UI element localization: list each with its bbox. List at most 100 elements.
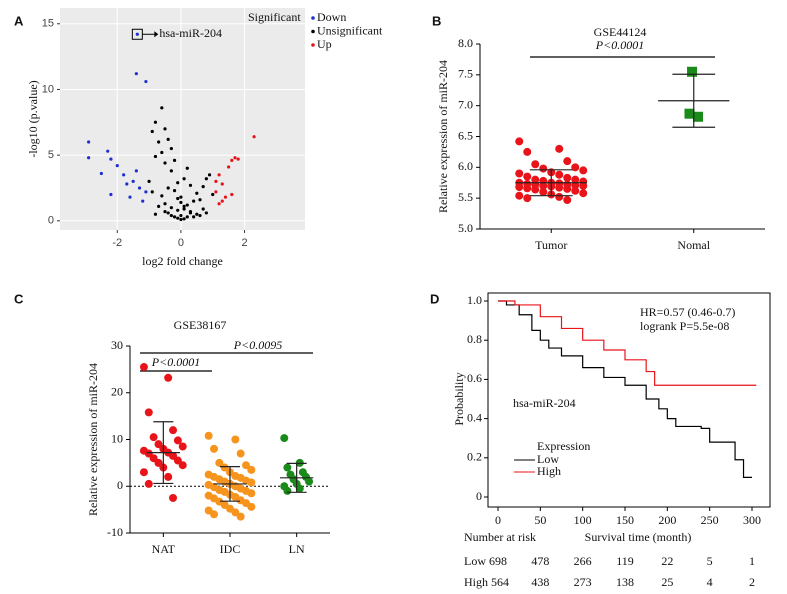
point [179,217,183,222]
y-tick-label: 1.0 [467,293,482,307]
point [192,215,196,219]
y-tick-label: 30 [111,338,123,352]
point [192,199,196,203]
point [173,436,182,445]
point [144,79,148,84]
point [109,192,113,197]
point [147,179,151,183]
point [172,158,177,162]
x-tick-label: 150 [616,513,634,527]
y-tick-label: 6.0 [458,159,473,173]
point [163,127,167,131]
x-tick-label: LN [289,542,305,556]
point [157,204,161,208]
legend-marker [311,29,315,34]
point [563,157,572,166]
p-value: P<0.0095 [233,338,282,352]
point [539,188,548,196]
point [215,458,224,467]
point [247,489,256,498]
point [131,179,135,183]
legend-label: Down [317,10,346,24]
risk-count: 1 [749,554,755,568]
point [169,169,173,173]
point [87,140,91,144]
point [106,149,110,153]
point [188,183,193,187]
point [160,194,164,198]
point [134,169,138,173]
risk-count: 478 [531,554,549,568]
p-value: P<0.0001 [595,38,644,52]
point [139,468,148,477]
point [201,207,205,211]
legend-title: Expression [537,439,590,453]
y-tick-label: 0.4 [467,410,482,424]
y-tick-label: 0 [117,478,123,492]
plot-frame [487,292,771,508]
y-tick-label: 7.0 [458,97,473,111]
x-tick-label: IDC [220,542,241,556]
point [236,512,245,521]
point [134,72,138,76]
point [144,408,153,417]
point [233,156,237,160]
plot-background [60,8,305,230]
point [220,463,229,472]
x-tick-label: 2 [241,237,247,249]
point [139,363,148,372]
panel-letter: A [14,13,24,28]
point [231,435,240,444]
point [176,196,180,201]
point [172,215,177,219]
point [176,181,180,185]
y-tick-label: 5.5 [458,190,473,204]
y-tick-label: 10 [42,83,54,95]
x-tick-label: NAT [152,542,176,556]
annotation: HR=0.57 (0.46-0.7) [640,305,735,319]
point [515,169,524,178]
risk-row-label: Low 698 [464,554,507,568]
point [150,190,154,194]
point [280,434,289,443]
y-tick-label: 5.0 [458,221,473,235]
point [195,212,199,216]
x-tick-label: 100 [574,513,592,527]
y-axis-label: Relative expression of miR-204 [436,60,450,213]
point [223,195,228,199]
point [305,477,314,486]
risk-count: 25 [661,575,673,589]
point [687,66,698,77]
point [163,210,167,214]
point [283,463,292,472]
point [176,216,180,220]
x-tick-label: Tumor [535,238,567,252]
panel-letter: B [432,13,441,28]
y-tick-label: 0.6 [467,371,482,385]
panel-letter: C [14,291,24,306]
point [555,144,564,153]
point [188,211,193,215]
point [220,182,224,186]
point [166,186,170,190]
point [523,194,532,203]
point [169,213,173,218]
point [163,202,167,206]
annotation: hsa-miR-204 [513,396,576,410]
point [230,192,234,197]
point [198,198,202,202]
point [210,510,218,519]
point [160,106,164,110]
survival-curve [498,300,752,478]
point [164,373,173,382]
chart-title: GSE38167 [174,318,227,332]
point [144,479,153,488]
point [214,179,218,183]
point [179,195,183,199]
y-tick-label: 10 [111,431,123,445]
point [220,199,224,203]
risk-count: 266 [574,554,592,568]
annotation-arrowhead [154,31,159,38]
point [182,217,186,221]
